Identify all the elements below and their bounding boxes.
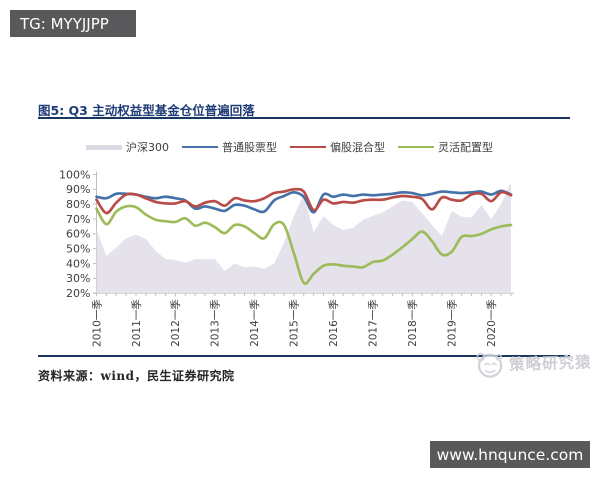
y-tick-label: 20% — [66, 287, 90, 300]
figure-title: 图5: Q3 主动权益型基金仓位普遍回落 — [38, 103, 255, 118]
legend-label: 灵活配置型 — [438, 140, 493, 154]
data-source-note: 资料来源：wind，民生证券研究院 — [38, 369, 235, 383]
x-tick-label: 2015一季 — [289, 299, 301, 347]
watermark: 策略研究猿 — [472, 341, 600, 386]
y-tick-label: 80% — [66, 198, 90, 211]
y-tick-label: 100% — [59, 168, 90, 181]
source-tag-text: TG: MYYJJPP — [20, 14, 109, 33]
legend-item: 偏股混合型 — [290, 142, 385, 153]
legend-swatch — [290, 145, 326, 149]
legend-item: 普通股票型 — [182, 142, 277, 153]
website-text: www.hnqunce.com — [436, 445, 584, 464]
legend-item: 沪深300 — [86, 142, 169, 153]
x-tick-label: 2013一季 — [210, 299, 222, 347]
x-tick-label: 2020一季 — [486, 299, 498, 347]
x-tick-label: 2018一季 — [407, 299, 419, 347]
chart-legend: 沪深300 普通股票型 偏股混合型 灵活配置型 — [86, 140, 493, 154]
legend-label: 普通股票型 — [222, 140, 277, 154]
x-tick-label: 2019一季 — [447, 299, 459, 347]
y-tick-label: 30% — [66, 272, 90, 285]
y-tick-label: 90% — [66, 183, 90, 196]
x-tick-label: 2012一季 — [170, 299, 182, 347]
y-tick-label: 40% — [66, 257, 90, 270]
x-tick-label: 2010一季 — [91, 299, 103, 347]
source-tag-badge: TG: MYYJJPP — [10, 10, 136, 37]
area-series — [96, 181, 511, 294]
legend-label: 偏股混合型 — [330, 140, 385, 154]
x-tick-label: 2014一季 — [249, 299, 261, 347]
legend-swatch — [398, 145, 434, 149]
title-underline-rule — [38, 117, 570, 119]
y-tick-label: 50% — [66, 242, 90, 255]
x-tick-label: 2016一季 — [328, 299, 340, 347]
legend-item: 灵活配置型 — [398, 142, 493, 153]
line-series — [95, 204, 513, 285]
x-tick-label: 2017一季 — [368, 299, 380, 347]
monkey-magnifier-icon — [476, 352, 503, 378]
x-tick-label: 2011一季 — [131, 299, 143, 347]
y-tick-label: 60% — [66, 228, 90, 241]
y-tick-label: 70% — [66, 213, 90, 226]
legend-label: 沪深300 — [126, 140, 169, 154]
figure-bottom-rule — [38, 355, 570, 357]
website-badge: www.hnqunce.com — [430, 441, 590, 468]
line-series — [95, 189, 513, 214]
watermark-text: 策略研究猿 — [508, 353, 592, 375]
line-series — [95, 187, 513, 215]
legend-swatch — [182, 145, 218, 149]
legend-swatch — [86, 144, 122, 150]
